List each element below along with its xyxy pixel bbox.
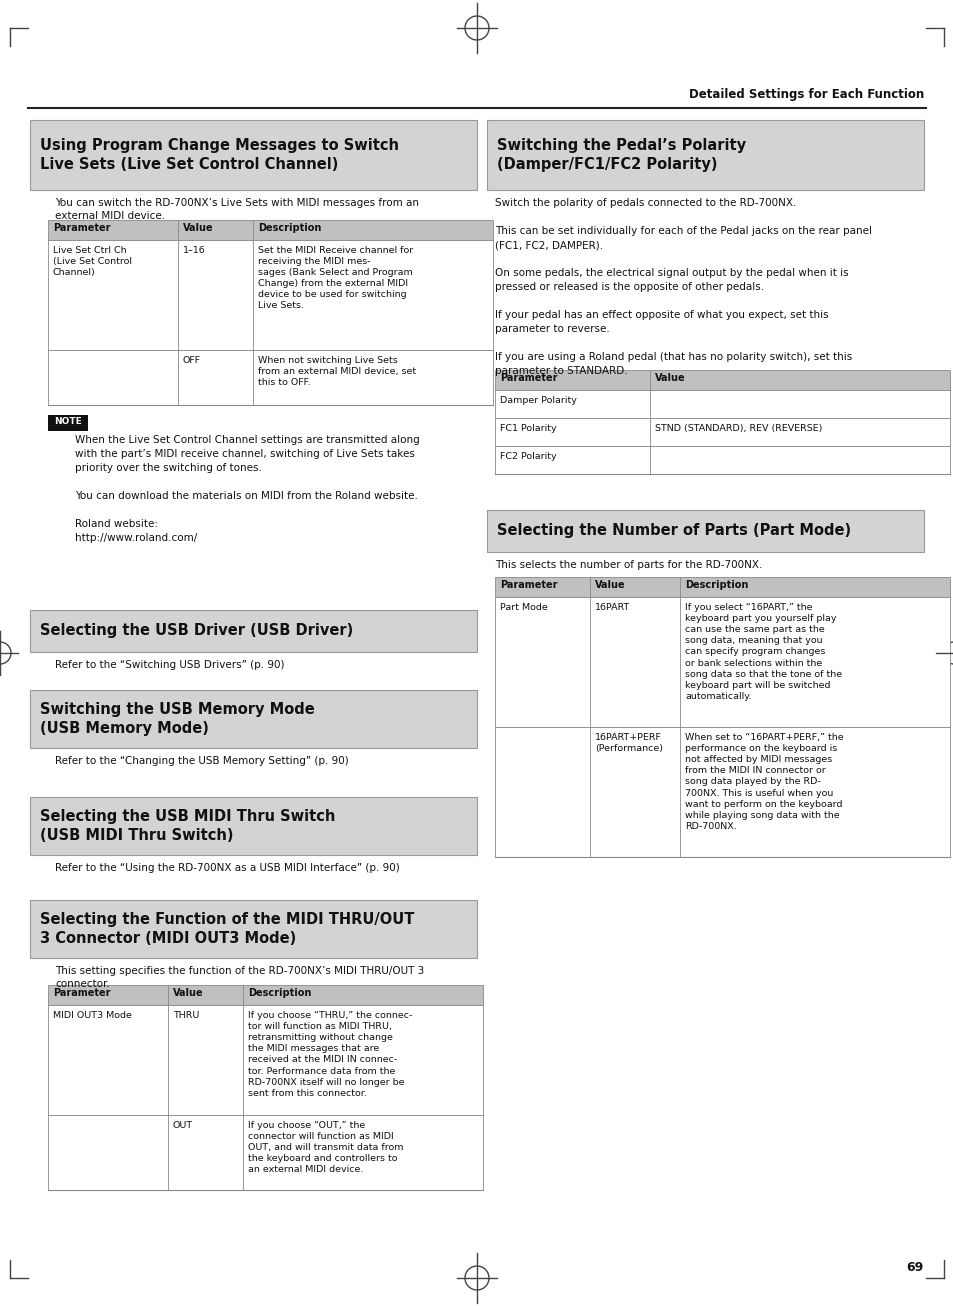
Text: Value: Value — [183, 223, 213, 232]
Text: If you choose “OUT,” the
connector will function as MIDI
OUT, and will transmit : If you choose “OUT,” the connector will … — [248, 1121, 403, 1174]
Text: Value: Value — [172, 989, 203, 998]
Bar — [48, 1006, 482, 1115]
Text: Detailed Settings for Each Function: Detailed Settings for Each Function — [688, 88, 923, 101]
Text: Parameter: Parameter — [499, 580, 557, 590]
Text: THRU: THRU — [172, 1011, 199, 1020]
Bar — [486, 511, 923, 552]
Bar — [48, 219, 493, 240]
Text: 69: 69 — [905, 1262, 923, 1273]
Bar — [48, 240, 493, 350]
Bar — [495, 418, 949, 447]
Text: Refer to the “Using the RD-700NX as a USB MIDI Interface” (p. 90): Refer to the “Using the RD-700NX as a US… — [55, 863, 399, 872]
Text: 16PART: 16PART — [595, 603, 630, 613]
Text: Description: Description — [684, 580, 747, 590]
Text: This setting specifies the function of the RD-700NX’s MIDI THRU/OUT 3
connector.: This setting specifies the function of t… — [55, 966, 424, 989]
Text: STND (STANDARD), REV (REVERSE): STND (STANDARD), REV (REVERSE) — [655, 424, 821, 434]
Bar — [48, 1115, 482, 1190]
Bar — [30, 610, 476, 652]
Text: Set the MIDI Receive channel for
receiving the MIDI mes-
sages (Bank Select and : Set the MIDI Receive channel for receivi… — [257, 246, 413, 311]
Bar — [30, 797, 476, 855]
Text: Selecting the USB Driver (USB Driver): Selecting the USB Driver (USB Driver) — [40, 623, 353, 639]
Text: Damper Polarity: Damper Polarity — [499, 396, 577, 405]
Bar — [495, 370, 949, 390]
Text: Refer to the “Switching USB Drivers” (p. 90): Refer to the “Switching USB Drivers” (p.… — [55, 660, 284, 670]
Text: Live Set Ctrl Ch
(Live Set Control
Channel): Live Set Ctrl Ch (Live Set Control Chann… — [53, 246, 132, 277]
Text: Switch the polarity of pedals connected to the RD-700NX.

This can be set indivi: Switch the polarity of pedals connected … — [495, 199, 871, 376]
Bar — [30, 900, 476, 959]
Text: OFF: OFF — [183, 357, 201, 364]
Text: 1–16: 1–16 — [183, 246, 206, 255]
Text: You can switch the RD-700NX’s Live Sets with MIDI messages from an
external MIDI: You can switch the RD-700NX’s Live Sets … — [55, 199, 418, 221]
Text: Part Mode: Part Mode — [499, 603, 547, 613]
Text: Switching the USB Memory Mode
(USB Memory Mode): Switching the USB Memory Mode (USB Memor… — [40, 701, 314, 737]
Text: Selecting the USB MIDI Thru Switch
(USB MIDI Thru Switch): Selecting the USB MIDI Thru Switch (USB … — [40, 808, 335, 844]
Text: MIDI OUT3 Mode: MIDI OUT3 Mode — [53, 1011, 132, 1020]
Text: Selecting the Number of Parts (Part Mode): Selecting the Number of Parts (Part Mode… — [497, 524, 850, 538]
Text: Refer to the “Changing the USB Memory Setting” (p. 90): Refer to the “Changing the USB Memory Se… — [55, 756, 349, 767]
Bar — [495, 597, 949, 727]
Text: When set to “16PART+PERF,” the
performance on the keyboard is
not affected by MI: When set to “16PART+PERF,” the performan… — [684, 733, 842, 831]
Text: Using Program Change Messages to Switch
Live Sets (Live Set Control Channel): Using Program Change Messages to Switch … — [40, 138, 398, 172]
Bar — [48, 985, 482, 1006]
Text: If you select “16PART,” the
keyboard part you yourself play
can use the same par: If you select “16PART,” the keyboard par… — [684, 603, 841, 701]
Text: NOTE: NOTE — [54, 417, 82, 426]
Bar — [495, 390, 949, 418]
Bar — [495, 577, 949, 597]
Bar — [30, 120, 476, 189]
Text: Value: Value — [595, 580, 625, 590]
Bar — [48, 415, 88, 431]
Text: FC2 Polarity: FC2 Polarity — [499, 452, 556, 461]
Bar — [486, 120, 923, 189]
Text: Description: Description — [248, 989, 311, 998]
Text: Parameter: Parameter — [53, 223, 111, 232]
Text: Switching the Pedal’s Polarity
(Damper/FC1/FC2 Polarity): Switching the Pedal’s Polarity (Damper/F… — [497, 138, 745, 172]
Text: 16PART+PERF
(Performance): 16PART+PERF (Performance) — [595, 733, 662, 754]
Bar — [48, 350, 493, 405]
Text: Value: Value — [655, 374, 685, 383]
Bar — [495, 727, 949, 857]
Bar — [30, 690, 476, 748]
Text: When not switching Live Sets
from an external MIDI device, set
this to OFF.: When not switching Live Sets from an ext… — [257, 357, 416, 387]
Text: Parameter: Parameter — [53, 989, 111, 998]
Bar — [495, 447, 949, 474]
Text: If you choose “THRU,” the connec-
tor will function as MIDI THRU,
retransmitting: If you choose “THRU,” the connec- tor wi… — [248, 1011, 412, 1098]
Text: OUT: OUT — [172, 1121, 193, 1130]
Text: FC1 Polarity: FC1 Polarity — [499, 424, 556, 434]
Text: Parameter: Parameter — [499, 374, 557, 383]
Text: When the Live Set Control Channel settings are transmitted along
with the part’s: When the Live Set Control Channel settin… — [75, 435, 419, 543]
Text: This selects the number of parts for the RD-700NX.: This selects the number of parts for the… — [495, 560, 761, 569]
Text: Description: Description — [257, 223, 321, 232]
Text: Selecting the Function of the MIDI THRU/OUT
3 Connector (MIDI OUT3 Mode): Selecting the Function of the MIDI THRU/… — [40, 912, 414, 946]
